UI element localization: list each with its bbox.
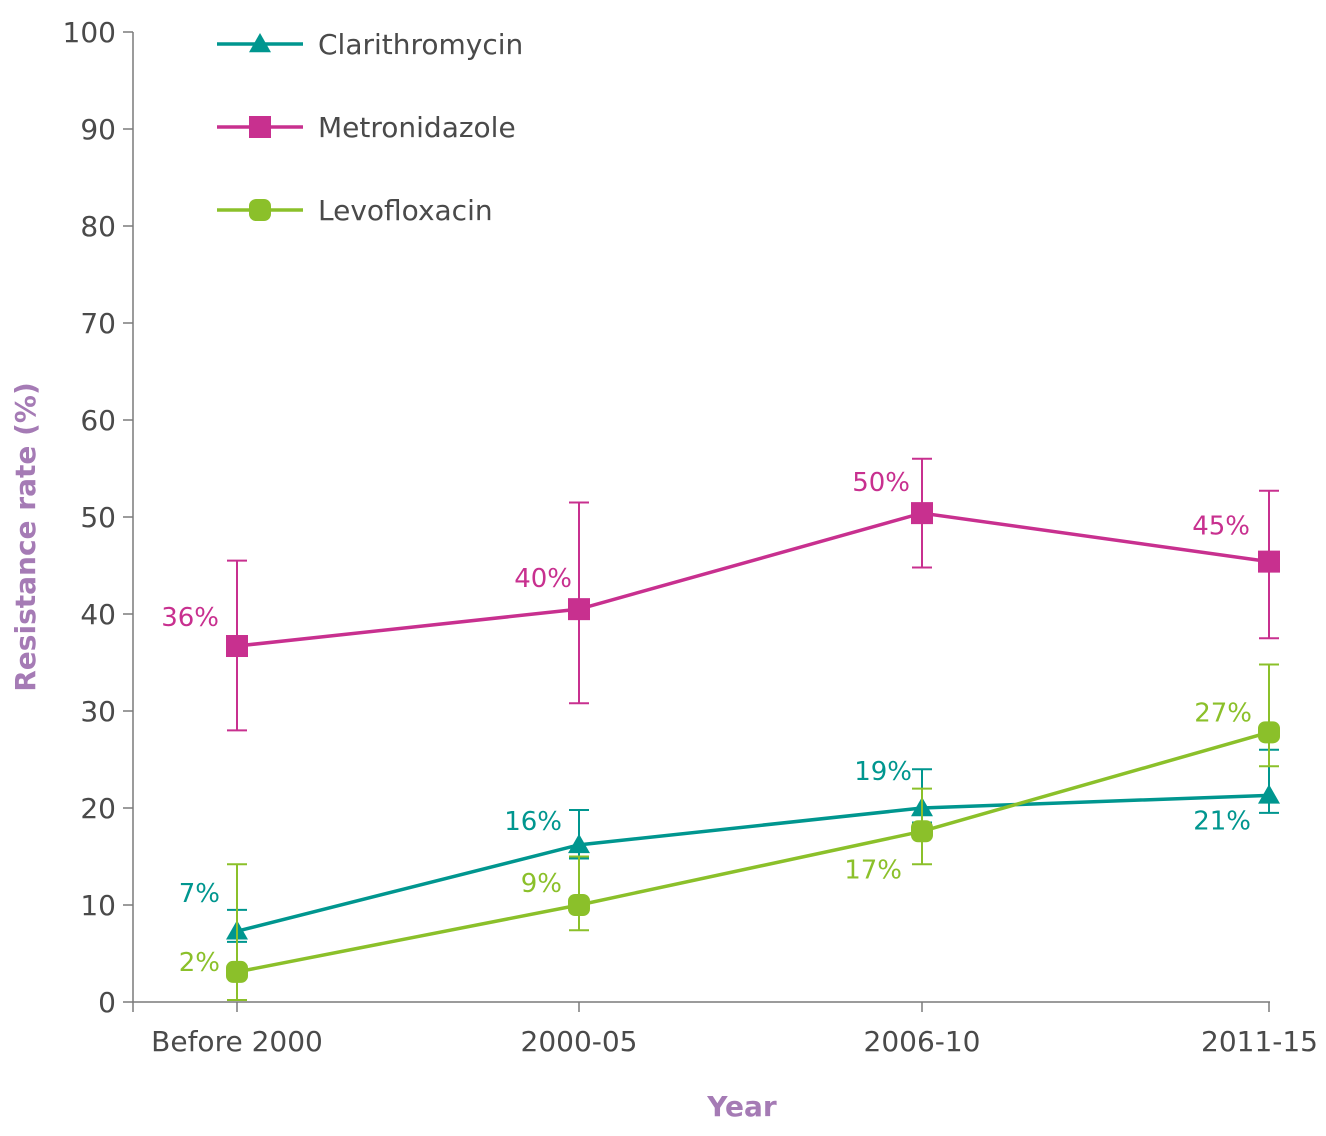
- data-label: 21%: [1193, 806, 1251, 836]
- series-line: [236, 730, 1270, 974]
- series-line: [236, 511, 1270, 648]
- legend-label: Metronidazole: [318, 111, 516, 144]
- y-tick-label: 20: [80, 792, 116, 825]
- legend-label: Levofloxacin: [318, 194, 493, 227]
- data-label: 50%: [852, 468, 910, 498]
- y-tick-label: 100: [63, 16, 116, 49]
- square-marker: [226, 635, 248, 658]
- y-tick-label: 90: [80, 113, 116, 146]
- legend-label: Clarithromycin: [318, 28, 523, 61]
- y-tick-label: 70: [80, 307, 116, 340]
- triangle-marker: [249, 33, 271, 53]
- data-label: 45%: [1192, 512, 1250, 542]
- data-label: 40%: [514, 564, 572, 594]
- y-tick-label: 50: [80, 501, 116, 534]
- rounded-square-marker: [568, 894, 590, 916]
- data-labels: 7% 16% 19% 21% 36% 40% 50% 45% 2% 9% 17% 27%: [161, 468, 1252, 978]
- data-label: 16%: [504, 807, 562, 837]
- triangle-marker: [1258, 784, 1280, 804]
- x-tick-label: 2000-05: [521, 1025, 638, 1058]
- y-tick-label: 80: [80, 210, 116, 243]
- series-metronidazole: [226, 457, 1280, 732]
- data-label: 7%: [179, 879, 220, 909]
- square-marker: [1258, 550, 1280, 573]
- square-marker: [249, 116, 271, 138]
- data-label: 9%: [521, 869, 562, 899]
- data-label: 36%: [161, 603, 219, 633]
- square-marker: [911, 502, 933, 525]
- data-label: 17%: [844, 855, 902, 885]
- x-tick-label: 2006-10: [864, 1025, 981, 1058]
- y-axis-title: Resistance rate (%): [9, 382, 42, 692]
- series-line: [236, 793, 1270, 933]
- axes: 0 10 20 30 40 50 60 70 80 90 100 Before 2000 2000-05…: [63, 16, 1318, 1058]
- square-marker: [568, 598, 590, 621]
- data-label: 19%: [854, 757, 912, 787]
- series-clarithromycin: [226, 748, 1280, 943]
- x-tick-label: Before 2000: [151, 1025, 323, 1058]
- rounded-square-marker: [1258, 721, 1280, 744]
- series-levofloxacin: [226, 663, 1280, 1002]
- y-tick-label: 0: [98, 986, 116, 1019]
- triangle-marker: [568, 833, 590, 854]
- rounded-square-marker: [911, 820, 933, 843]
- y-tick-label: 30: [80, 695, 116, 728]
- series-layer: [226, 457, 1280, 1002]
- rounded-square-marker: [249, 199, 271, 221]
- x-tick-label: 2011-15: [1201, 1025, 1318, 1058]
- data-label: 2%: [179, 948, 220, 978]
- y-tick-label: 10: [80, 889, 116, 922]
- x-axis-title: Year: [706, 1090, 777, 1123]
- y-tick-label: 40: [80, 598, 116, 631]
- y-tick-label: 60: [80, 404, 116, 437]
- rounded-square-marker: [226, 960, 248, 983]
- data-label: 27%: [1194, 698, 1252, 728]
- legend: Clarithromycin Metronidazole Levofloxacin: [217, 28, 523, 227]
